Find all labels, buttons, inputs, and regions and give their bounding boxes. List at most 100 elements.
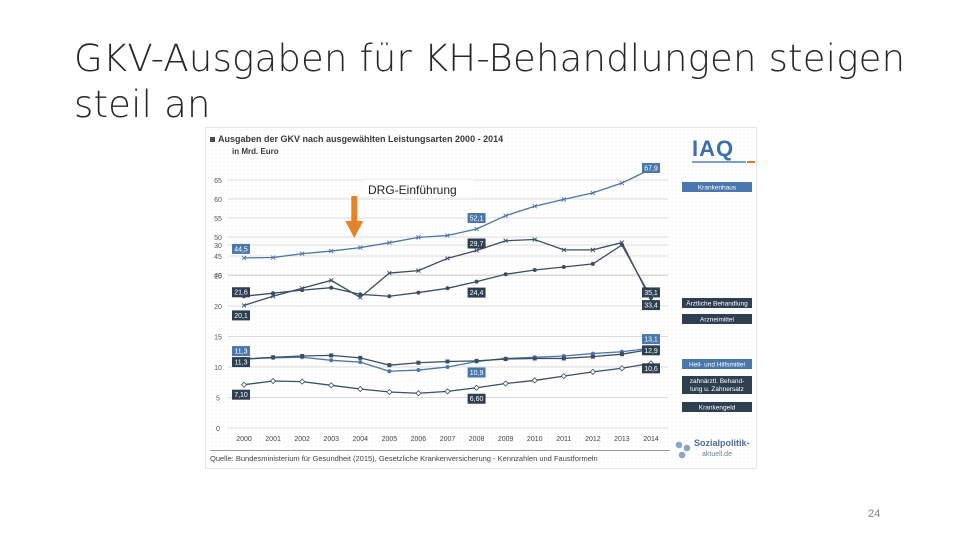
x-tick-label: 2009: [498, 436, 514, 443]
data-point: [329, 285, 334, 290]
chart-heading: Ausgaben der GKV nach ausgewählten Leist…: [210, 134, 503, 144]
mid-value-label-box: [467, 287, 486, 298]
legend-box: [682, 182, 752, 192]
slide-title: GKV-Ausgaben für KH-Behandlungen steigen…: [74, 37, 906, 126]
start-value-label: 11,3: [234, 349, 247, 356]
data-point: [532, 268, 537, 273]
data-point: [445, 365, 450, 369]
heading-bullet-icon: [210, 137, 215, 142]
data-point: [532, 203, 538, 209]
data-point: [241, 303, 247, 308]
data-point: [270, 293, 276, 299]
data-point: [619, 352, 624, 357]
data-point: [416, 290, 421, 295]
legend-label: Ärztliche Behandlung: [686, 300, 748, 308]
x-tick-label: 2010: [527, 436, 543, 443]
data-point: [561, 356, 566, 361]
data-point: [561, 247, 567, 253]
iaq-logo-accent: [747, 161, 755, 163]
x-tick-label: 2012: [585, 436, 601, 443]
data-point: [357, 295, 363, 300]
data-point: [503, 272, 508, 277]
mid-value-label-box: [467, 393, 486, 404]
y-tick-label: 10: [214, 365, 222, 372]
end-value-label-box: [642, 345, 660, 356]
data-point: [328, 278, 334, 283]
data-point: [445, 233, 450, 238]
data-point: [357, 245, 363, 250]
data-point: [329, 358, 334, 363]
annotation-arrow-head: [345, 221, 364, 238]
data-point: [445, 256, 450, 261]
data-point: [561, 264, 566, 269]
data-point: [357, 385, 364, 393]
data-point: [445, 286, 450, 291]
data-point: [619, 240, 625, 245]
annotation-background: [364, 180, 474, 198]
legend-label: Heil- und Hilfsmittel: [689, 362, 746, 369]
line-chart: 0 5 10 15 20 25 30 40 45 50 55 60 65 2000 2001 2002 2003…: [214, 162, 752, 443]
data-point: [618, 365, 626, 372]
start-value-label-box: [232, 357, 250, 368]
chart-heading-text: Ausgaben der GKV nach ausgewählten Leist…: [218, 134, 504, 144]
data-point: [532, 356, 537, 361]
start-value-label: 7,10: [234, 392, 248, 399]
x-tick-label: 2007: [440, 436, 456, 443]
start-value-label: 44,5: [234, 246, 248, 253]
mid-value-label: 24,4: [470, 290, 484, 297]
legend-box: [682, 314, 752, 324]
data-point: [387, 270, 392, 276]
end-value-label-box: [642, 363, 660, 374]
data-point: [271, 355, 276, 360]
data-point: [503, 213, 508, 219]
data-point: [531, 377, 538, 384]
start-value-label-box: [232, 243, 250, 254]
end-value-label: 67,9: [644, 165, 658, 172]
end-value-label: 35,1: [644, 290, 658, 297]
end-value-label: 10,6: [644, 366, 658, 373]
data-point: [445, 359, 450, 364]
data-point: [561, 197, 567, 202]
source-rule: [210, 450, 670, 451]
start-value-label-box: [232, 389, 250, 400]
data-point: [589, 368, 596, 375]
data-point: [299, 251, 305, 257]
data-point: [299, 378, 306, 385]
chart-image: Ausgaben der GKV nach ausgewählten Leist…: [205, 127, 757, 469]
y-tick-label: 15: [214, 335, 222, 342]
legend-box: [682, 402, 752, 412]
sozialpolitik-logo-icon: [674, 440, 692, 460]
data-point: [386, 388, 393, 396]
y-tick-label: 0: [216, 426, 220, 433]
data-point: [474, 226, 479, 232]
data-point: [590, 261, 595, 266]
data-point: [358, 360, 363, 365]
end-value-label-box: [642, 162, 660, 173]
data-point: [358, 355, 363, 360]
legend-label: lung u. Zahnersatz: [690, 386, 744, 393]
sozialpolitik-logo-line1: Sozialpolitik-: [694, 438, 750, 448]
legend-label: Krankenhaus: [698, 185, 737, 192]
data-point: [387, 240, 392, 246]
x-tick-label: 2001: [265, 436, 281, 443]
data-point: [532, 237, 538, 242]
y-tick-label: 25: [214, 274, 222, 281]
start-value-label-box: [232, 346, 250, 357]
annotation-arrow-shaft: [351, 196, 358, 222]
data-point: [590, 190, 596, 196]
data-point: [590, 247, 596, 253]
legend-label: zahnärztl. Behand-: [690, 378, 745, 385]
start-value-label-box: [232, 287, 250, 298]
end-value-label-box: [642, 334, 660, 345]
data-point: [590, 351, 595, 356]
chart-unit: in Mrd. Euro: [232, 147, 279, 156]
series-line-2: [243, 238, 652, 307]
mid-value-label-box: [467, 367, 486, 378]
x-tick-label: 2002: [294, 436, 310, 443]
y-tick-label: 40: [214, 273, 222, 280]
x-tick-label: 2006: [411, 436, 427, 443]
x-tick-label: 2000: [236, 436, 252, 443]
x-tick-label: 2005: [382, 436, 398, 443]
start-value-label: 21,6: [234, 290, 248, 297]
y-tick-label: 45: [214, 254, 222, 261]
